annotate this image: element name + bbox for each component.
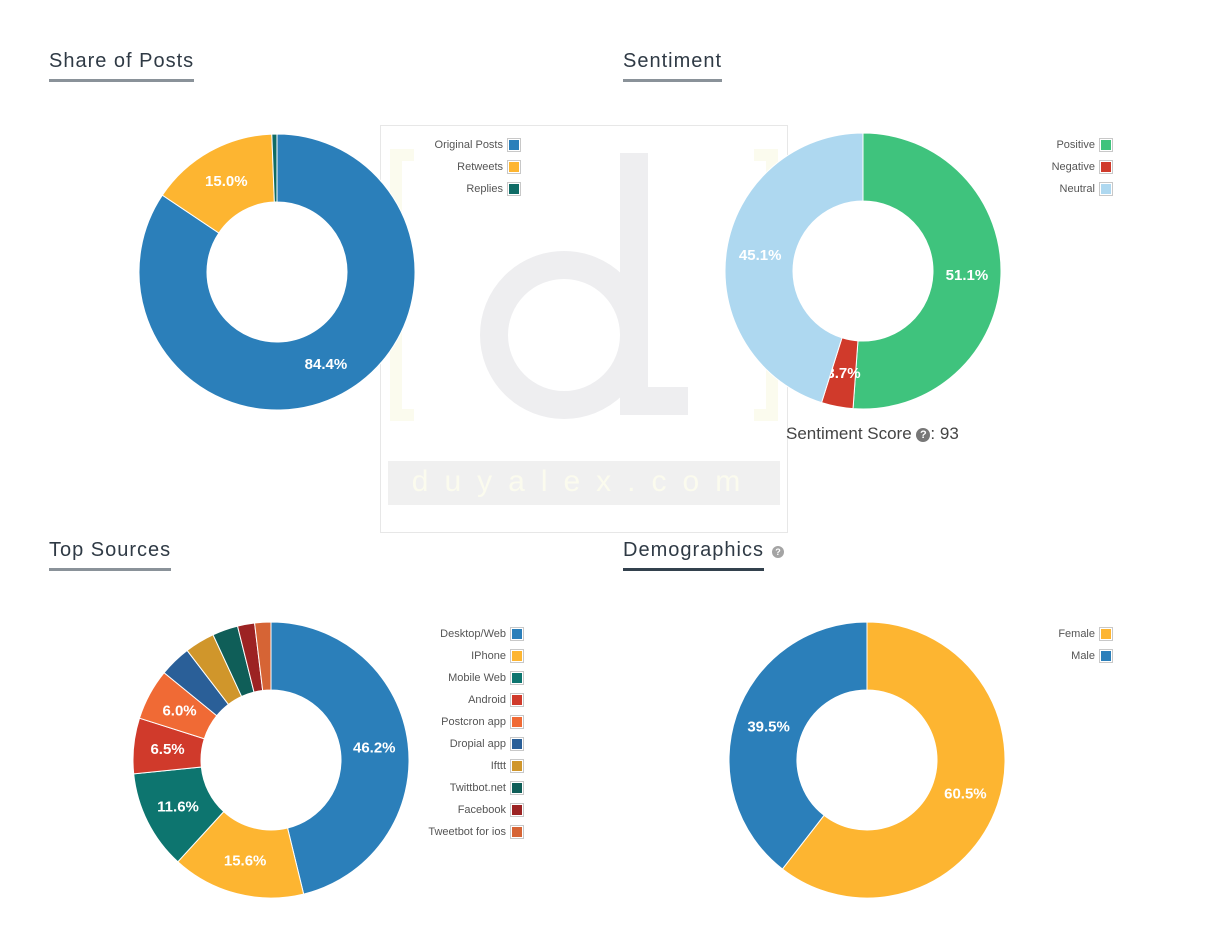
legend-item-female[interactable]: Female [912, 623, 1112, 645]
legend-item-twittbot-net[interactable]: Twittbot.net [323, 777, 523, 799]
sentiment-chart: 51.1% 3.7% 45.1% [724, 132, 1002, 410]
slice-female[interactable] [781, 621, 1006, 899]
data-label-neutral: 45.1% [739, 247, 782, 264]
legend-swatch [508, 161, 520, 173]
legend-label: Facebook [457, 804, 506, 816]
legend-label: Android [468, 694, 506, 706]
legend-label: Negative [1051, 161, 1095, 173]
legend-item-positive[interactable]: Positive [912, 134, 1112, 156]
demographics-legend: Female Male [912, 623, 1112, 667]
legend-swatch [511, 804, 523, 816]
legend-label: Tweetbot for ios [428, 826, 506, 838]
legend-swatch [1100, 139, 1112, 151]
legend-swatch [511, 782, 523, 794]
data-label-mobile-web: 11.6% [157, 799, 199, 816]
demographics-title-text: Demographics [623, 539, 764, 561]
legend-label: IPhone [471, 650, 506, 662]
legend-item-iphone[interactable]: IPhone [323, 645, 523, 667]
legend-item-replies[interactable]: Replies [320, 178, 520, 200]
top-sources-title: Top Sources [49, 539, 172, 571]
legend-label: Postcron app [441, 716, 506, 728]
legend-label: Positive [1056, 139, 1095, 151]
slice-positive[interactable] [852, 132, 1002, 410]
slice-male[interactable] [728, 621, 868, 870]
data-label-female: 60.5% [944, 786, 987, 803]
data-label-postcron-app: 6.0% [162, 702, 196, 719]
legend-label: Retweets [457, 161, 503, 173]
question-circle-icon[interactable]: ? [916, 428, 931, 442]
data-label-male: 39.5% [747, 718, 790, 735]
share-of-posts-chart: 84.4% 15.0% [138, 133, 416, 411]
top-sources-legend: Desktop/Web IPhone Mobile Web Android Postcr… [323, 623, 523, 843]
sentiment-score-label: Sentiment Score [786, 424, 912, 443]
legend-item-android[interactable]: Android [323, 689, 523, 711]
legend-item-negative[interactable]: Negative [912, 156, 1112, 178]
top-sources-panel: Top Sources 46.2% 15.6% 11.6% 6.5% 6.0% Desk… [0, 0, 600, 936]
share-of-posts-panel: Share of Posts 84.4% 15.0% Original Posts… [0, 0, 600, 520]
legend-swatch [1100, 628, 1112, 640]
legend-label: Desktop/Web [440, 628, 506, 640]
legend-label: Original Posts [434, 139, 503, 151]
legend-label: Male [1071, 650, 1095, 662]
legend-label: Dropial app [449, 738, 506, 750]
legend-label: Neutral [1059, 183, 1095, 195]
top-sources-chart: 46.2% 15.6% 11.6% 6.5% 6.0% [132, 621, 410, 899]
legend-swatch [511, 826, 523, 838]
data-label-iphone: 15.6% [224, 853, 267, 870]
legend-swatch [511, 738, 523, 750]
legend-item-neutral[interactable]: Neutral [912, 178, 1112, 200]
sentiment-legend: Positive Negative Neutral [912, 134, 1112, 200]
share-of-posts-title: Share of Posts [49, 50, 195, 82]
legend-swatch [511, 672, 523, 684]
legend-item-male[interactable]: Male [912, 645, 1112, 667]
sentiment-title: Sentiment [623, 50, 723, 82]
demographics-chart: 60.5% 39.5% [728, 621, 1006, 899]
legend-label: Female [1058, 628, 1095, 640]
data-label-positive: 51.1% [946, 267, 989, 284]
legend-item-mobile-web[interactable]: Mobile Web [323, 667, 523, 689]
legend-label: Ifttt [490, 760, 506, 772]
legend-swatch [1100, 650, 1112, 662]
legend-item-postcron-app[interactable]: Postcron app [323, 711, 523, 733]
slice-desktop-web[interactable] [270, 621, 410, 895]
legend-swatch [508, 139, 520, 151]
legend-item-dropial-app[interactable]: Dropial app [323, 733, 523, 755]
legend-swatch [1100, 183, 1112, 195]
data-label-original-posts: 84.4% [305, 356, 348, 373]
slice-original-posts[interactable] [138, 133, 416, 411]
question-circle-icon[interactable]: ? [772, 546, 784, 558]
legend-label: Twittbot.net [449, 782, 506, 794]
data-label-retweets: 15.0% [205, 173, 248, 190]
sentiment-score-value: : 93 [930, 424, 959, 443]
legend-label: Replies [466, 183, 503, 195]
legend-item-facebook[interactable]: Facebook [323, 799, 523, 821]
legend-item-ifttt[interactable]: Ifttt [323, 755, 523, 777]
legend-swatch [511, 628, 523, 640]
data-label-android: 6.5% [150, 741, 184, 758]
demographics-title: Demographics [623, 539, 764, 571]
legend-swatch [508, 183, 520, 195]
legend-item-tweetbot-for-ios[interactable]: Tweetbot for ios [323, 821, 523, 843]
share-of-posts-legend: Original Posts Retweets Replies [320, 134, 520, 200]
legend-label: Mobile Web [448, 672, 506, 684]
legend-swatch [1100, 161, 1112, 173]
legend-swatch [511, 650, 523, 662]
slice-neutral[interactable] [724, 132, 864, 404]
legend-item-desktop-web[interactable]: Desktop/Web [323, 623, 523, 645]
slice-tweetbot-for-ios[interactable] [254, 621, 272, 692]
data-label-desktop-web: 46.2% [353, 740, 396, 757]
legend-swatch [511, 694, 523, 706]
legend-swatch [511, 716, 523, 728]
sentiment-score: Sentiment Score ?: 93 [786, 424, 959, 444]
legend-item-original-posts[interactable]: Original Posts [320, 134, 520, 156]
sentiment-panel: Sentiment 51.1% 3.7% 45.1% Positive Negativ… [623, 50, 1112, 444]
data-label-negative: 3.7% [826, 365, 860, 382]
slice-replies[interactable] [271, 133, 278, 203]
legend-item-retweets[interactable]: Retweets [320, 156, 520, 178]
legend-swatch [511, 760, 523, 772]
